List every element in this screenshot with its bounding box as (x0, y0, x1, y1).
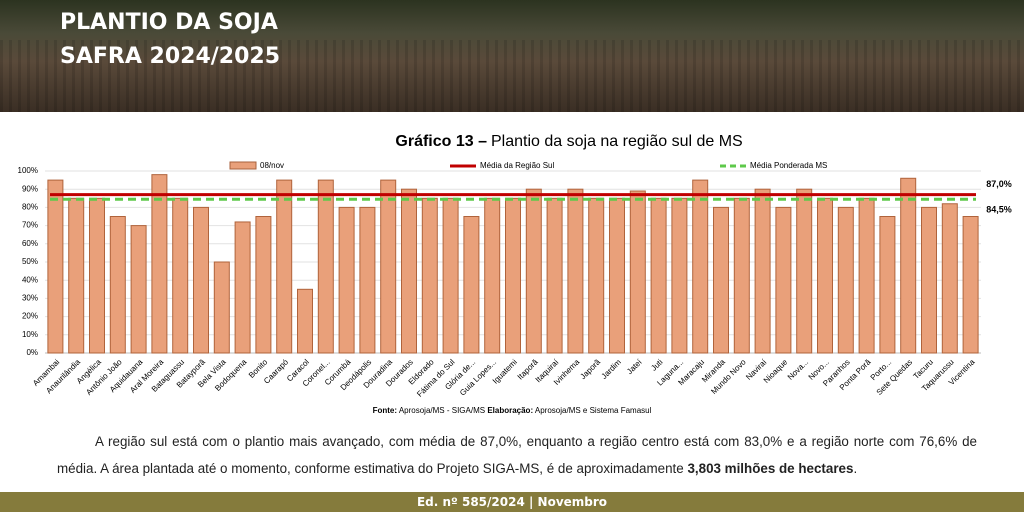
bar (941, 203, 958, 354)
y-tick-label: 10% (22, 330, 38, 339)
chart-title: Plantio da soja na região sul de MS (491, 133, 743, 150)
bar (671, 197, 688, 354)
y-tick-label: 60% (22, 239, 38, 248)
y-tick-label: 30% (22, 294, 38, 303)
header-title: SAFRA 2024/2025 (60, 44, 281, 69)
y-tick-label: 80% (22, 203, 38, 212)
legend-label: Média da Região Sul (480, 161, 554, 170)
bar (297, 288, 313, 354)
bar (151, 174, 168, 354)
y-tick-label: 90% (22, 184, 38, 193)
bar (733, 197, 750, 354)
y-tick-label: 100% (18, 166, 38, 175)
bar (421, 197, 438, 354)
bar (463, 216, 480, 354)
y-tick-label: 50% (22, 257, 38, 266)
y-tick-label: 40% (22, 275, 38, 284)
source: Fonte: Aprosoja/MS - SIGA/MS Elaboração:… (373, 406, 652, 415)
bar (837, 206, 854, 354)
bar (796, 188, 813, 354)
source-text: Aprosoja/MS - SIGA/MS (399, 406, 485, 415)
source-text: Aprosoja/MS e Sistema Famasul (535, 406, 652, 415)
bar (193, 206, 209, 354)
bar (317, 179, 334, 354)
bar (401, 188, 417, 354)
bar (962, 216, 979, 354)
bar (567, 188, 584, 354)
bar (525, 188, 542, 354)
bar (109, 216, 126, 354)
bar (68, 197, 85, 354)
bar (172, 197, 189, 354)
bar (505, 197, 521, 354)
paragraph: A região sul está com o plantio mais ava… (57, 428, 977, 482)
header: PLANTIO DA SOJA SAFRA 2024/2025 (0, 0, 1024, 112)
y-tick-label: 70% (22, 221, 38, 230)
bar (588, 197, 605, 354)
bar (213, 261, 230, 354)
bar (276, 179, 293, 354)
bar (921, 206, 937, 354)
y-tick-label: 0% (26, 348, 38, 357)
source-label: Elaboração: (487, 406, 533, 415)
x-tick-label: Jardim (600, 357, 624, 381)
y-tick-label: 20% (22, 312, 38, 321)
source-label: Fonte: (373, 406, 397, 415)
legend-swatch (229, 161, 257, 170)
x-tick-label: Juti (649, 357, 664, 372)
bar (713, 206, 729, 354)
bar (130, 225, 147, 354)
bar (900, 177, 917, 354)
bar (338, 206, 355, 354)
reference-label: 87,0% (986, 179, 1012, 189)
bar (879, 216, 896, 354)
bar (629, 190, 646, 354)
bar (484, 197, 501, 354)
chart-title-label: Gráfico 13 – (395, 133, 487, 150)
chart: Gráfico 13 – Plantio da soja na região s… (18, 133, 1012, 415)
bar (255, 216, 272, 354)
x-tick-label: Nioaque (762, 357, 790, 385)
bar (754, 188, 771, 354)
bar (858, 197, 875, 354)
bar (692, 179, 709, 354)
legend-label: Média Ponderada MS (750, 161, 827, 170)
bar (609, 197, 625, 354)
bar (234, 221, 251, 354)
field-image (0, 40, 1024, 112)
text: A região sul está com o plantio mais ava… (57, 434, 977, 476)
bar (817, 197, 833, 354)
bar (442, 197, 459, 354)
bar (89, 197, 105, 354)
bar (380, 179, 397, 354)
reference-label: 84,5% (986, 205, 1012, 215)
highlight: 3,803 milhões de hectares (687, 461, 854, 476)
bar (359, 206, 376, 354)
x-tick-label: Japorã (578, 357, 602, 381)
header-title: PLANTIO DA SOJA (60, 10, 278, 35)
x-tick-label: Nova... (786, 358, 810, 382)
bar (650, 197, 667, 354)
x-tick-label: Jateí (625, 357, 644, 376)
bar (775, 206, 792, 354)
footer: Ed. nº 585/2024 | Novembro (0, 492, 1024, 512)
bar (546, 197, 563, 354)
legend-label: 08/nov (260, 161, 284, 170)
bar (47, 179, 64, 354)
text: . (853, 461, 858, 476)
